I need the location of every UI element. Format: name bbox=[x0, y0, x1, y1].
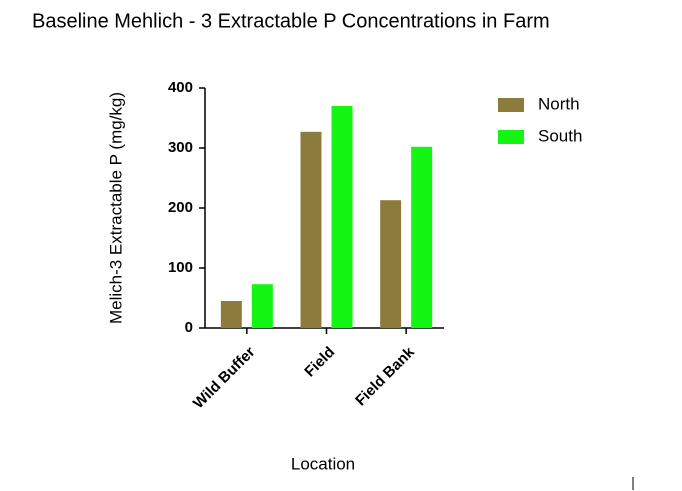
bar bbox=[380, 200, 402, 328]
bar bbox=[300, 131, 322, 328]
bar bbox=[220, 301, 242, 328]
y-tick-label: 200 bbox=[168, 199, 193, 216]
chart-title: Baseline Mehlich - 3 Extractable P Conce… bbox=[32, 10, 550, 32]
legend-swatch bbox=[498, 98, 524, 112]
y-tick-label: 0 bbox=[185, 319, 193, 336]
bar bbox=[251, 284, 273, 328]
y-tick-label: 100 bbox=[168, 259, 193, 276]
y-tick-label: 300 bbox=[168, 139, 193, 156]
y-axis-label: Melich-3 Extractable P (mg/kg) bbox=[106, 92, 125, 324]
legend-label: North bbox=[538, 94, 580, 113]
x-axis-label: Location bbox=[291, 454, 355, 473]
legend-swatch bbox=[498, 130, 524, 144]
legend-label: South bbox=[538, 126, 582, 145]
bar bbox=[331, 106, 353, 328]
y-tick-label: 400 bbox=[168, 79, 193, 96]
bar bbox=[411, 146, 433, 328]
